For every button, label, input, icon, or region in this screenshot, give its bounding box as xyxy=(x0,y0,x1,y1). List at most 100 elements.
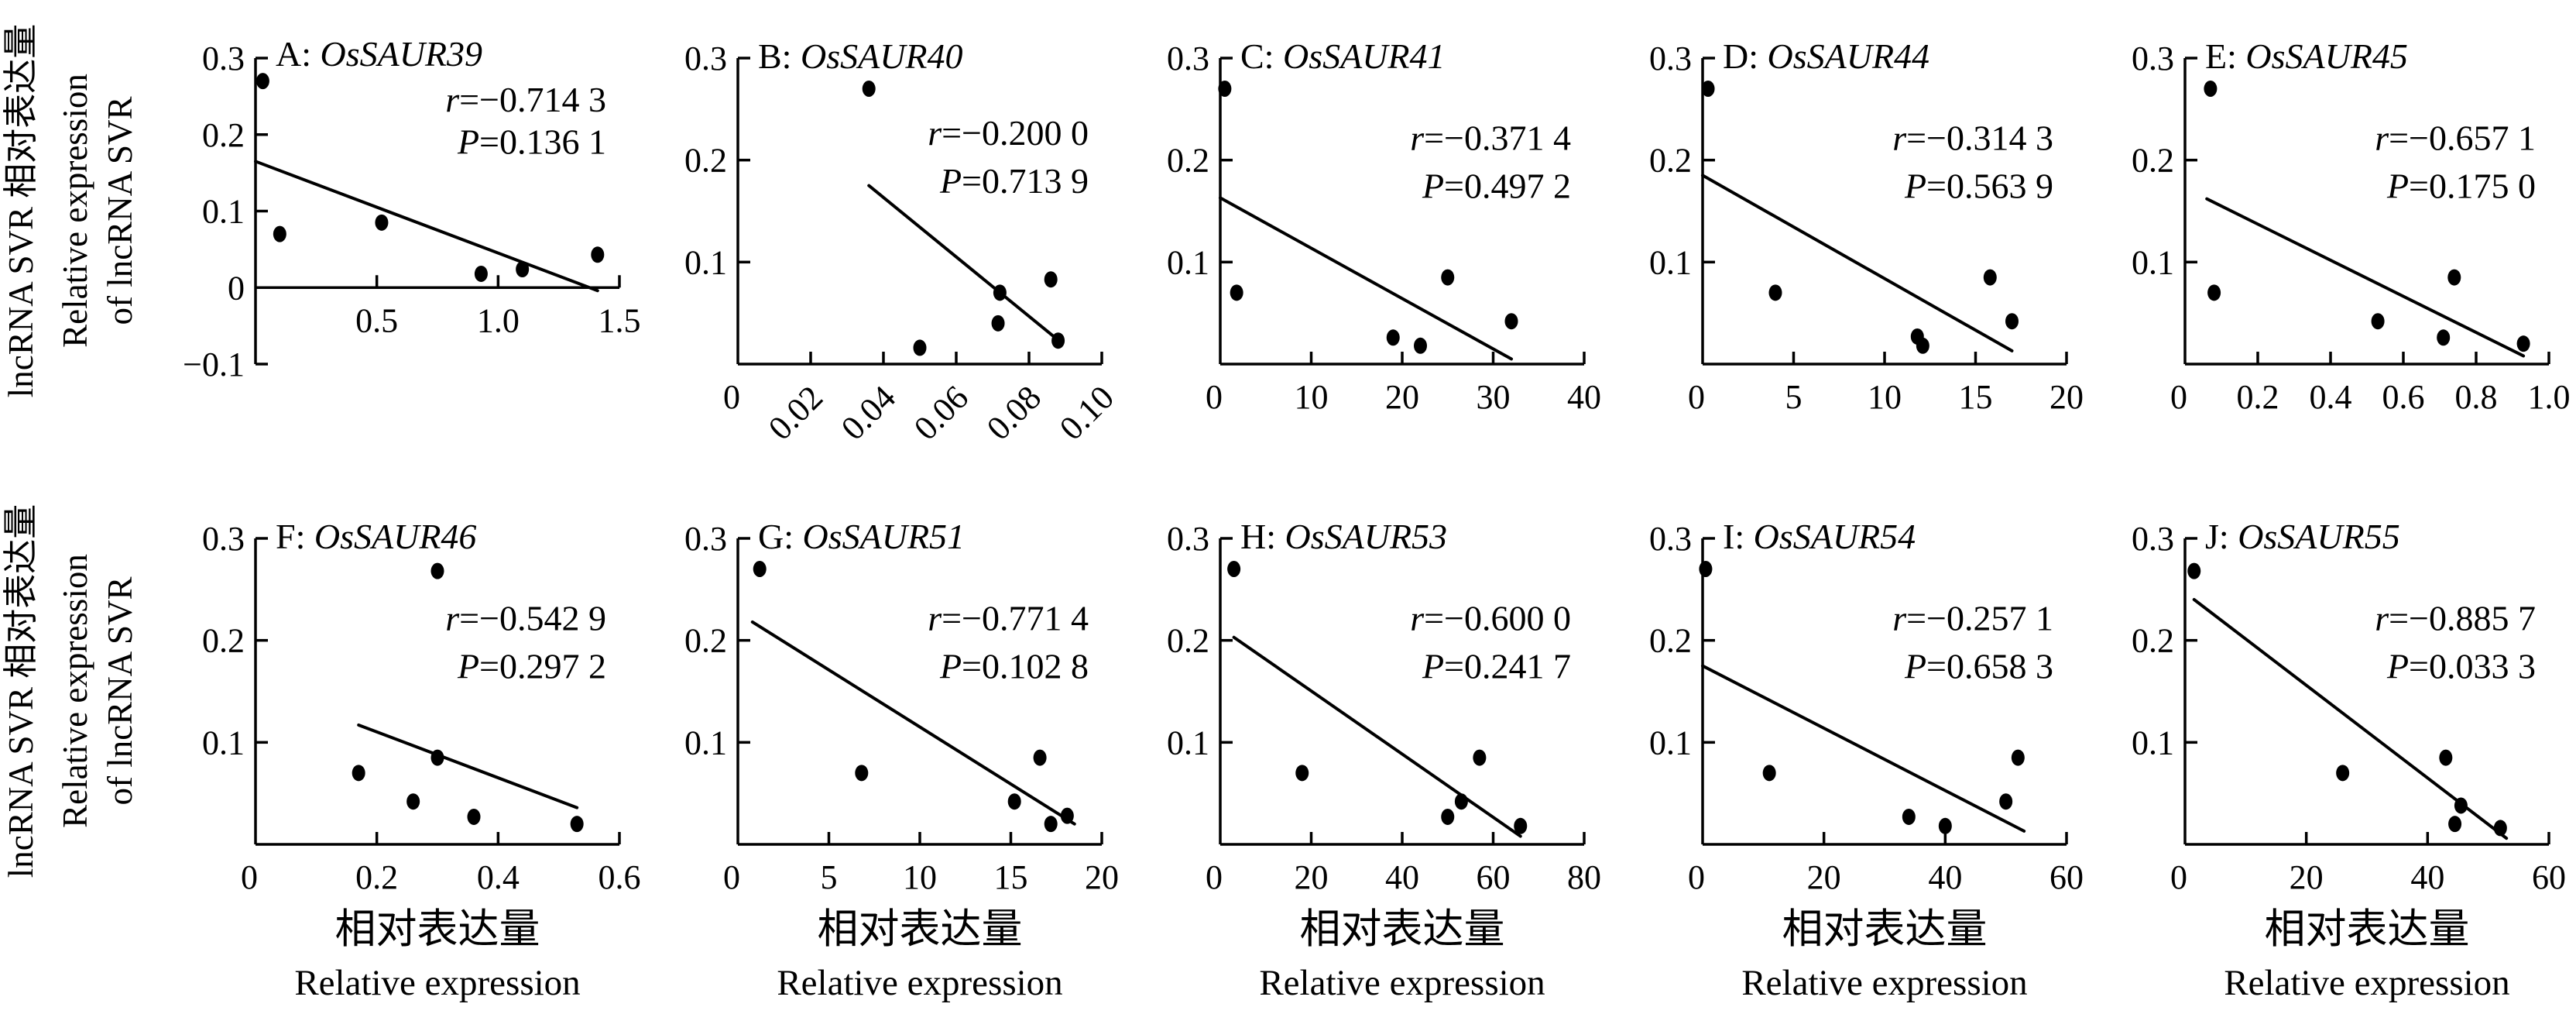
panel-title: J: OsSAUR55 xyxy=(2205,517,2400,556)
x-tick-label: 0.10 xyxy=(1052,378,1121,447)
x-tick-label: 20 xyxy=(1085,858,1119,896)
y-axis-label-en-line1: Relative expression xyxy=(56,554,94,828)
panel-e-ossaur45: 0.3 0.2 0.1 0.2 0.4 0.6 0.8 1.0 0 E: OsSAUR45 r=−0… xyxy=(2094,0,2576,480)
regression-line xyxy=(2205,197,2526,358)
y-tick-label: 0.2 xyxy=(2132,622,2174,660)
scatter-chart-f: 0.3 0.2 0.1 0.2 0.4 0.6 0 F: OsSAUR46 r=−0.542 9… xyxy=(202,517,641,1003)
y-axis-label-block-row1: lncRNA SVR 相对表达量 Relative expression of … xyxy=(2,24,139,398)
y-tick-label: 0.1 xyxy=(2132,724,2174,761)
data-point xyxy=(993,284,1007,301)
data-point xyxy=(1060,807,1074,824)
panel-b-ossaur40: 0.3 0.2 0.1 0.02 0.04 0.06 0.08 0.10 0 B: OsSAUR4… xyxy=(647,0,1129,480)
data-point xyxy=(2454,797,2468,814)
x-tick-label: 0.06 xyxy=(907,378,976,447)
y-tick-label: 0.3 xyxy=(1649,40,1692,77)
data-point xyxy=(2011,749,2025,766)
panel-title: F: OsSAUR46 xyxy=(276,517,476,556)
origin-label: 0 xyxy=(1688,858,1705,896)
x-tick-label: 0.08 xyxy=(979,378,1048,447)
p-value-text: P=0.136 1 xyxy=(457,122,606,161)
data-point xyxy=(1504,313,1518,330)
data-point xyxy=(375,214,389,231)
panel-c-ossaur41: 0.3 0.2 0.1 10 20 30 40 0 C: OsSAUR41 r=−0.371 4 P… xyxy=(1129,0,1611,480)
x-tick-label: 10 xyxy=(1295,378,1329,416)
y-tick-label: 0.1 xyxy=(1167,724,1209,761)
data-point xyxy=(2336,765,2350,782)
r-value-text: r=−0.657 1 xyxy=(2375,119,2536,158)
data-point xyxy=(406,793,420,810)
origin-label: 0 xyxy=(1688,378,1705,416)
data-point xyxy=(1386,329,1400,346)
data-point xyxy=(1007,793,1021,810)
panel-f-ossaur46: 0.3 0.2 0.1 0.2 0.4 0.6 0 F: OsSAUR46 r=−0.542 9… xyxy=(164,480,647,1014)
scatter-chart-i: 0.3 0.2 0.1 20 40 60 0 I: OsSAUR54 r=−0.257 1 P=0… xyxy=(1649,517,2084,1003)
y-tick-label: 0.2 xyxy=(1167,622,1209,660)
data-point xyxy=(1044,271,1058,288)
data-point xyxy=(1699,561,1713,577)
p-value-text: P=0.563 9 xyxy=(1904,166,2053,205)
y-tick-label: 0.1 xyxy=(1167,243,1209,281)
scatter-chart-h: 0.3 0.2 0.1 20 40 60 80 0 H: OsSAUR53 r=−0.600 0 P… xyxy=(1167,517,1601,1003)
data-point xyxy=(1033,749,1047,766)
scatter-chart-g: 0.3 0.2 0.1 5 10 15 20 0 G: OsSAUR51 r=−0.771 4 P=… xyxy=(684,517,1119,1003)
y-tick-label: 0.1 xyxy=(202,193,245,231)
data-point xyxy=(2437,329,2451,346)
data-point xyxy=(1473,749,1487,766)
x-tick-label: 1.0 xyxy=(2528,378,2571,416)
y-tick-label: 0.3 xyxy=(202,520,245,558)
y-tick-label: 0.2 xyxy=(684,142,727,180)
y-tick-label: 0.2 xyxy=(2132,142,2174,180)
data-point xyxy=(1044,816,1058,833)
y-tick-label: 0.3 xyxy=(684,40,727,77)
x-tick-label: 5 xyxy=(821,858,838,896)
y-tick-label: 0.3 xyxy=(684,520,727,558)
x-tick-label: 1.5 xyxy=(599,301,641,339)
x-axis-label-en: Relative expression xyxy=(294,963,580,1003)
y-tick-label: 0.2 xyxy=(202,116,245,154)
p-value-text: P=0.297 2 xyxy=(457,646,606,686)
y-tick-label: 0.2 xyxy=(1649,142,1692,180)
data-point xyxy=(467,808,481,825)
data-point xyxy=(913,339,927,356)
x-axis-label-en: Relative expression xyxy=(1741,963,2027,1003)
y-tick-label: 0.2 xyxy=(202,622,245,660)
data-point xyxy=(1938,817,1952,834)
y-axis-label-cn: lncRNA SVR 相对表达量 xyxy=(2,504,40,878)
x-axis-label-cn: 相对表达量 xyxy=(2265,907,2470,952)
x-tick-label: 0.5 xyxy=(355,301,398,339)
y-tick-label: 0.1 xyxy=(684,243,727,281)
data-point xyxy=(430,749,444,766)
panel-title: H: OsSAUR53 xyxy=(1240,517,1447,556)
x-tick-label: 1.0 xyxy=(477,301,520,339)
x-tick-label: 0.8 xyxy=(2455,378,2498,416)
data-point xyxy=(1999,793,2013,810)
data-point xyxy=(2005,313,2019,330)
p-value-text: P=0.497 2 xyxy=(1422,166,1571,205)
origin-label: 0 xyxy=(2170,378,2187,416)
data-point xyxy=(855,765,869,782)
y-tick-label: 0.1 xyxy=(202,724,245,761)
r-value-text: r=−0.314 3 xyxy=(1892,119,2053,158)
x-axis-label-cn: 相对表达量 xyxy=(818,907,1023,952)
r-value-text: r=−0.257 1 xyxy=(1892,599,2053,638)
x-tick-label: 15 xyxy=(1959,378,1993,416)
y-tick-label: 0.3 xyxy=(2132,520,2174,558)
origin-label: 0 xyxy=(2170,858,2187,896)
data-point xyxy=(1454,793,1468,810)
x-tick-label: 0.04 xyxy=(834,378,903,447)
origin-label: 0 xyxy=(241,858,258,896)
data-point xyxy=(1916,337,1929,354)
p-value-text: P=0.175 0 xyxy=(2386,166,2536,205)
p-value-text: P=0.102 8 xyxy=(939,646,1089,686)
origin-label: 0 xyxy=(1206,378,1223,416)
data-point xyxy=(2204,81,2218,97)
y-axis-label-en-line1: Relative expression xyxy=(56,74,94,348)
data-point xyxy=(1762,765,1776,782)
y-tick-label: 0.1 xyxy=(2132,243,2174,281)
x-tick-label: 20 xyxy=(1807,858,1841,896)
y-tick-label: 0.2 xyxy=(684,622,727,660)
x-tick-label: 40 xyxy=(2410,858,2444,896)
data-point xyxy=(1768,284,1782,301)
panel-a-ossaur39: 0.3 0.2 0.1 0 −0.1 0.5 1.0 1.5 A: OsSAUR39 r=−0.7… xyxy=(164,0,647,480)
